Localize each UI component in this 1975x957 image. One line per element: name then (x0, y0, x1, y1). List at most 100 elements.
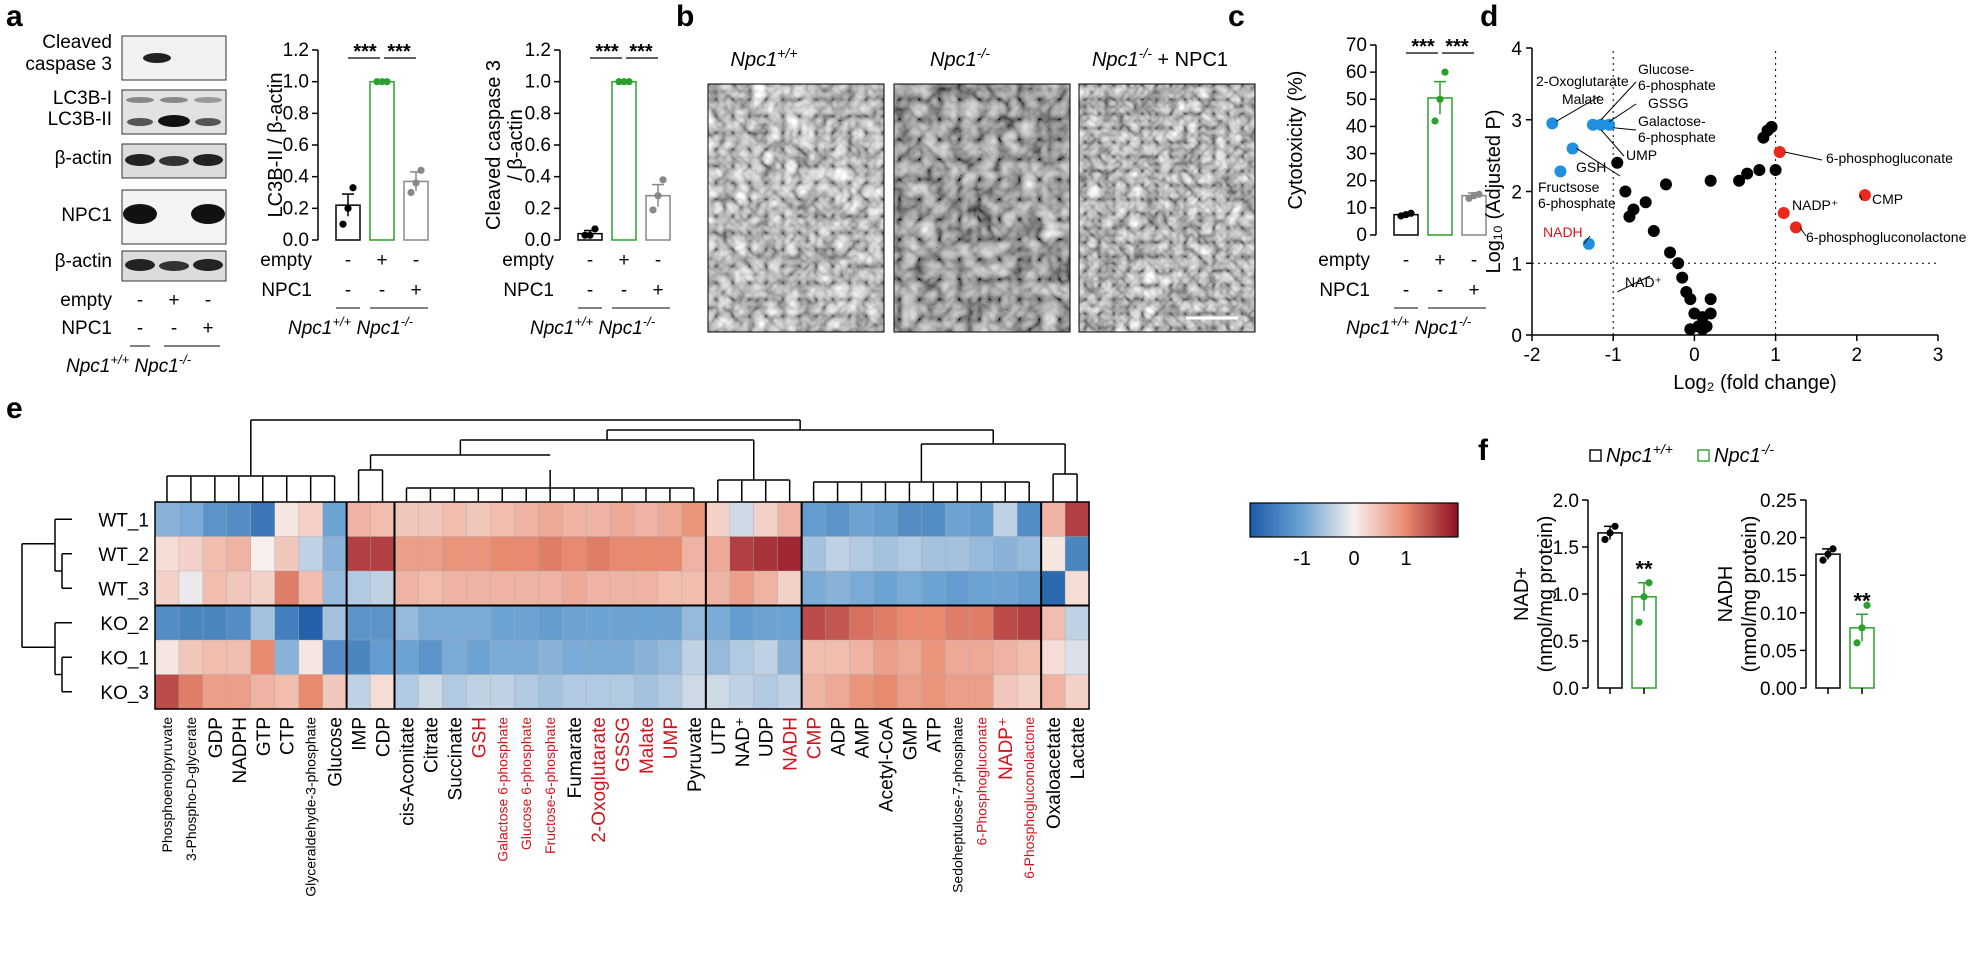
y-tick-label: 30 (1346, 144, 1367, 165)
heatmap-column-label: UDP (757, 717, 778, 757)
y-tick-label: 0.0 (283, 230, 309, 251)
blot-label-lc3b-i: LC3B-I (53, 88, 112, 109)
heatmap-cell (609, 605, 635, 641)
point-blue (1566, 142, 1579, 155)
heatmap-column-label: UMP (661, 717, 682, 759)
heatmap-cell (993, 536, 1018, 572)
heatmap-cell (729, 605, 755, 641)
y-tick-label: 0.10 (1760, 604, 1797, 625)
y-axis-label: Cytotoxicity (%) (1285, 71, 1307, 210)
heatmap-cell (370, 639, 395, 675)
heatmap-cell (849, 501, 874, 537)
label-6-phosphogluconolactone: 6-phosphogluconolactone (1806, 229, 1967, 245)
heatmap-cell (993, 570, 1018, 606)
y-tick-label: 50 (1346, 89, 1367, 110)
blot-condition-npc1: NPC1 (61, 318, 112, 339)
data-point (581, 231, 589, 239)
heatmap-cell (346, 536, 372, 572)
heatmap-cell (322, 570, 348, 606)
sig-stars: *** (1411, 36, 1435, 58)
heatmap-cell (370, 536, 395, 572)
heatmap-cell (442, 501, 467, 537)
color-scale-tick: 0 (1348, 548, 1359, 570)
x-tick-label: -2 (1524, 345, 1541, 366)
heatmap-cell (226, 639, 252, 675)
heatmap-cell (657, 605, 683, 641)
heatmap-column-label: CTP (278, 717, 299, 755)
heatmap-column-label: GMP (900, 717, 921, 760)
heatmap-cell (346, 605, 372, 641)
heatmap-column-label: Fumarate (565, 717, 586, 798)
sign: - (171, 318, 177, 339)
heatmap-cell (681, 501, 707, 537)
heatmap-column-label: CMP (805, 717, 826, 759)
heatmap-cell (538, 536, 563, 572)
heatmap-cell (178, 605, 204, 641)
heatmap-cell (370, 570, 395, 606)
heatmap-cell (322, 674, 348, 710)
data-point (1829, 545, 1837, 553)
heatmap-cell (561, 536, 587, 572)
heatmap-column-label: ATP (924, 717, 945, 753)
heatmap-cell (1040, 536, 1066, 572)
data-point (649, 206, 657, 214)
sig-stars: ** (1635, 557, 1653, 582)
panel-letter-f: f (1478, 434, 1489, 467)
micrograph-frame (707, 83, 885, 333)
heatmap-cell (657, 536, 683, 572)
heatmap-row-label: WT_2 (98, 545, 149, 566)
heatmap-cell (394, 536, 419, 572)
heatmap-cell (1017, 501, 1042, 537)
point-black (1753, 163, 1766, 176)
heatmap-cell (466, 501, 491, 537)
micrograph-title-wt: Npc1+/+ (731, 45, 798, 71)
blot-band (127, 118, 153, 126)
label-galactose-6-phosphate: Galactose- (1638, 113, 1706, 129)
heatmap-cell (993, 674, 1018, 710)
label-galactose-6-phosphate: 6-phosphate (1638, 129, 1716, 145)
y-tick-label: 40 (1346, 116, 1367, 137)
heatmap-cell (585, 570, 611, 606)
volcano-plot: -2 -1 0 1 2 3 0 1 2 3 4 Log₂ (fold change) Log₁₀ (Ad… (1483, 39, 1967, 394)
micrograph-title-rescue: Npc1-/- + NPC1 (1092, 45, 1228, 71)
heatmap-cell (777, 639, 803, 675)
blot-strip-caspase (121, 35, 227, 81)
point-black (1733, 174, 1746, 187)
heatmap-cell (466, 605, 491, 641)
heatmap-cell (514, 570, 539, 606)
sig-stars: *** (629, 41, 653, 63)
y-tick-label: 60 (1346, 62, 1367, 83)
blot-label-lc3b-ii: LC3B-II (48, 109, 112, 130)
blot-band (191, 204, 225, 224)
sig-stars: ** (1853, 588, 1871, 613)
sig-stars: *** (595, 41, 619, 63)
point-black (1704, 307, 1717, 320)
blot-label-beta-actin-1: β-actin (55, 148, 112, 169)
heatmap-cell (921, 536, 946, 572)
heatmap-cell (298, 674, 324, 710)
point-black (1684, 293, 1697, 306)
genotype-label: Npc1+/+ Npc1-/- (66, 352, 192, 377)
label-glucose-6-phosphate: 6-phosphate (1638, 77, 1716, 93)
condition-sign: + (618, 250, 629, 271)
heatmap-cell (538, 501, 563, 537)
legend-ko-text: Npc1 (1714, 445, 1761, 467)
sign: - (137, 318, 143, 339)
heatmap-cell (705, 570, 731, 606)
heatmap-cell (801, 605, 827, 641)
sign: + (202, 318, 213, 339)
heatmap-row-label: KO_1 (100, 648, 149, 669)
heatmap-cell (1017, 674, 1042, 710)
heatmap-cell (897, 570, 922, 606)
heatmap-cell (298, 570, 324, 606)
heatmap-cell (1017, 570, 1042, 606)
data-point (1635, 618, 1643, 626)
condition-label-empty: empty (260, 250, 312, 271)
heatmap-column-label: NADP⁺ (996, 717, 1017, 780)
heatmap-cell (609, 674, 635, 710)
blot-band (158, 115, 190, 127)
heatmap-cell (849, 639, 874, 675)
data-point (349, 184, 357, 192)
heatmap-cell (202, 639, 228, 675)
panel-letter-b: b (676, 0, 694, 33)
